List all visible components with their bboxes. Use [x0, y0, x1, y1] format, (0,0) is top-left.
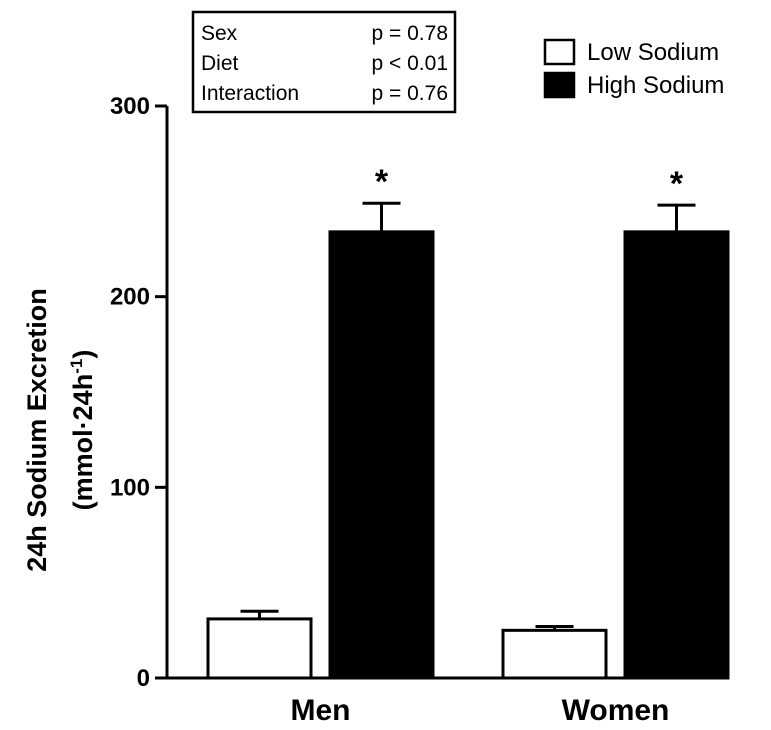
legend-swatch-low-sodium	[543, 38, 576, 66]
bar-high-sodium-women	[623, 230, 730, 680]
bar-high-sodium-men	[328, 230, 435, 680]
significance-mark: *	[375, 163, 389, 201]
significance-mark: *	[670, 165, 684, 203]
x-category-label: Men	[291, 694, 351, 727]
y-tick-label: 0	[137, 665, 150, 692]
stats-interaction-value: p = 0.76	[372, 82, 448, 105]
bar-low-sodium-men	[206, 617, 313, 680]
stats-sex-value: p = 0.78	[372, 22, 448, 45]
stats-box-border	[191, 10, 457, 114]
legend-label-low-sodium: Low Sodium	[587, 39, 719, 66]
legend-swatch-high-sodium	[543, 71, 576, 99]
y-tick-label: 300	[110, 93, 150, 120]
y-axis-unit-label: (mmol·24h-1)	[67, 350, 98, 511]
legend: Low Sodium High Sodium	[543, 38, 724, 99]
bar-low-sodium-women	[501, 628, 608, 680]
x-category-label: Women	[562, 694, 670, 727]
stats-diet-label: Diet	[201, 52, 239, 75]
stats-sex-label: Sex	[201, 22, 238, 45]
y-tick-label: 200	[110, 284, 150, 311]
stats-box: Sex p = 0.78 Diet p < 0.01 Interaction p…	[191, 10, 457, 114]
stats-interaction-label: Interaction	[201, 82, 299, 105]
y-axis-label: 24h Sodium Excretion	[22, 288, 52, 572]
y-tick-label: 100	[110, 474, 150, 501]
stats-diet-value: p < 0.01	[372, 52, 448, 75]
legend-label-high-sodium: High Sodium	[587, 72, 724, 99]
